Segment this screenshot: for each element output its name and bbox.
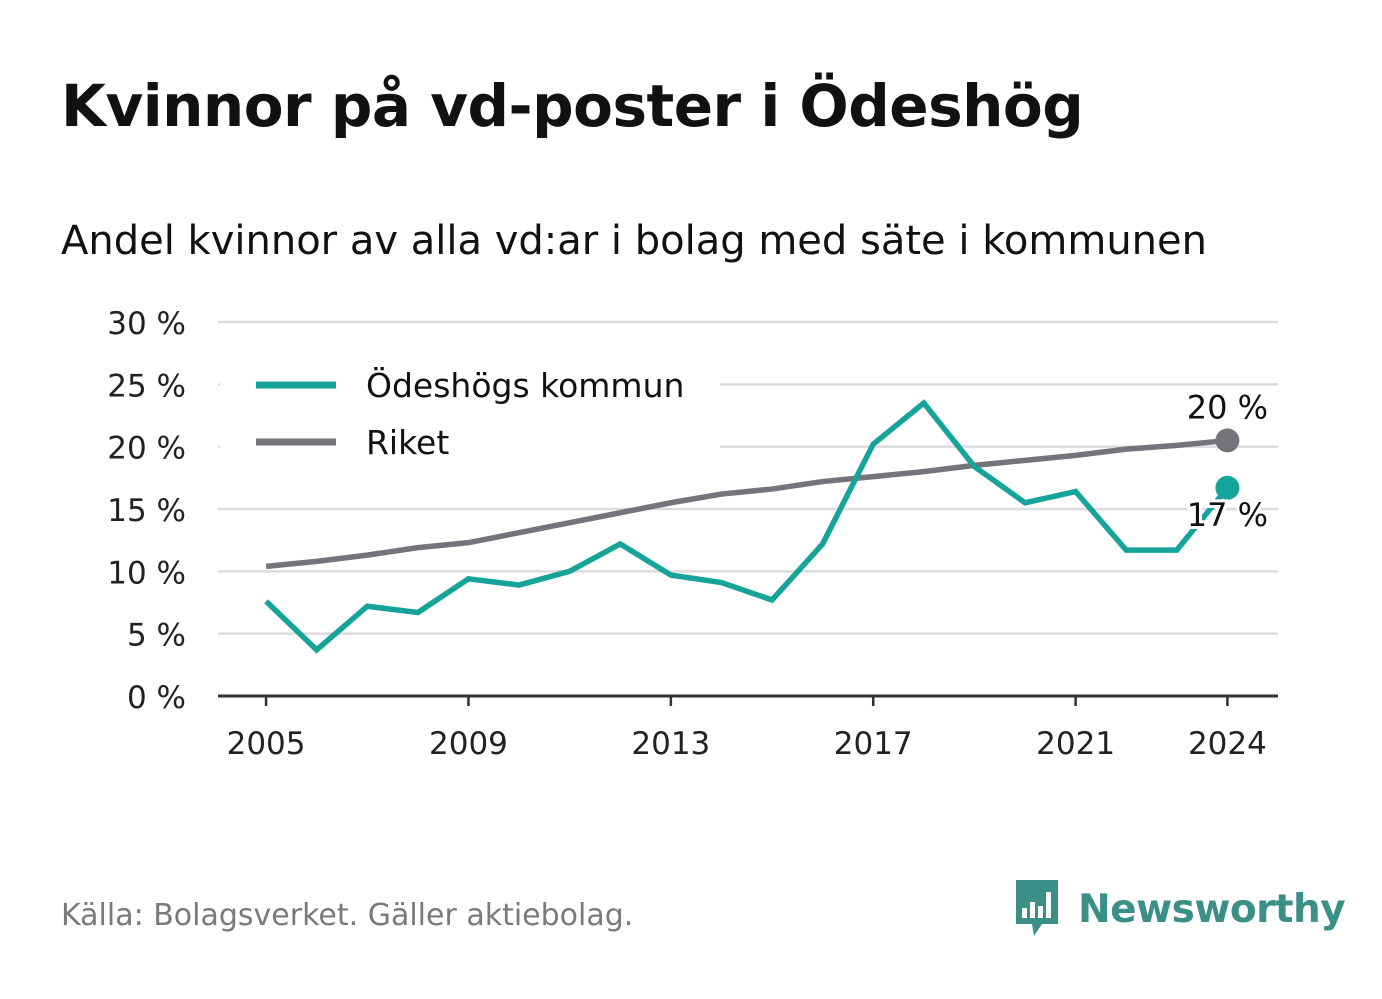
y-tick-label: 5 %	[127, 618, 186, 654]
y-tick-label: 30 %	[107, 306, 186, 342]
legend-background	[220, 351, 720, 407]
legend-label: Ödeshögs kommun	[366, 365, 684, 405]
y-tick-label: 25 %	[107, 368, 186, 404]
series-end-label: 17 %	[1187, 496, 1268, 534]
legend-background	[220, 408, 720, 464]
series-end-label: 20 %	[1187, 388, 1268, 426]
series-end-point	[1215, 475, 1240, 500]
y-tick-label: 20 %	[107, 431, 186, 467]
line-chart: 0 %5 %10 %15 %20 %25 %30 % 2005 2009 2013 2…	[107, 306, 1278, 762]
series-line	[264, 399, 1230, 654]
series-end-point	[1215, 428, 1240, 453]
x-tick-label: 2024	[1188, 726, 1267, 762]
y-tick-label: 10 %	[107, 555, 186, 591]
x-tick-label: 2017	[834, 726, 913, 762]
series-lines	[264, 399, 1240, 654]
brand-logo: Newsworthy	[1012, 878, 1346, 940]
x-tick-label: 2013	[631, 726, 710, 762]
series-line	[265, 437, 1228, 570]
x-axis-ticks: 2005 2009 2013 2017 2021 2024	[218, 694, 1278, 762]
x-tick-label: 2009	[429, 726, 508, 762]
y-tick-label: 15 %	[107, 493, 186, 529]
newsworthy-logo-icon	[1016, 880, 1058, 936]
chart-title: Kvinnor på vd-poster i Ödeshög	[61, 72, 1084, 140]
y-tick-label: 0 %	[127, 680, 186, 716]
x-tick-label: 2021	[1036, 726, 1115, 762]
y-axis-ticks: 0 % 5 % 10 % 15 % 20 % 25 % 30 %	[107, 306, 186, 716]
brand-name: Newsworthy	[1078, 886, 1346, 932]
end-labels: 17 % 20 %	[1184, 385, 1271, 536]
legend: Ödeshögs kommun Riket	[220, 351, 720, 464]
legend-label: Riket	[366, 423, 449, 462]
x-tick-label: 2005	[227, 726, 306, 762]
chart-subtitle: Andel kvinnor av alla vd:ar i bolag med …	[61, 218, 1207, 264]
source-note: Källa: Bolagsverket. Gäller aktiebolag.	[61, 898, 634, 933]
